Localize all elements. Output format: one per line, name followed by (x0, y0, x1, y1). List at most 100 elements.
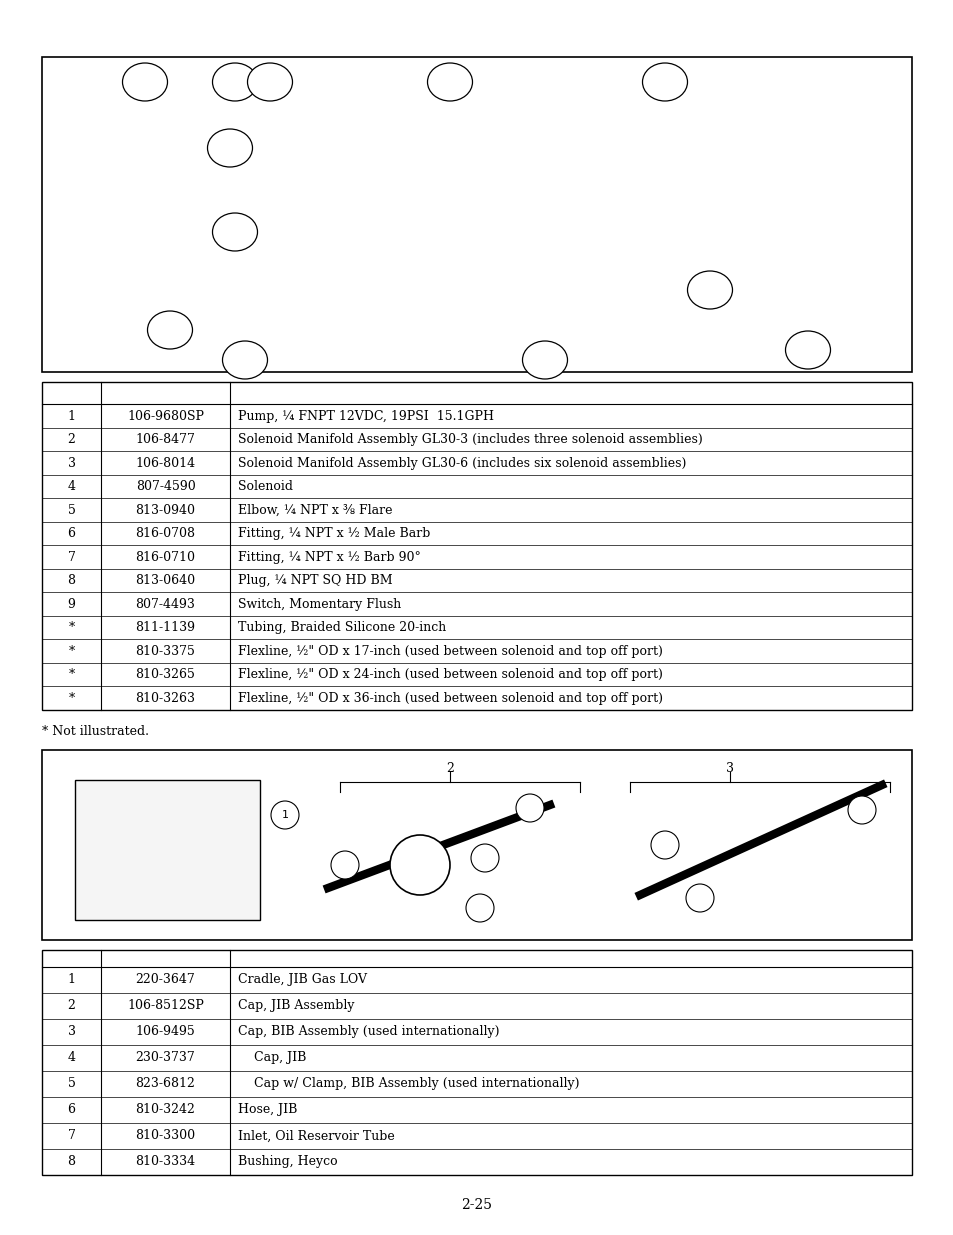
Text: Flexline, ½" OD x 17-inch (used between solenoid and top off port): Flexline, ½" OD x 17-inch (used between … (237, 645, 662, 658)
Text: 3: 3 (68, 1025, 75, 1039)
Circle shape (331, 851, 358, 879)
Text: 7: 7 (68, 551, 75, 563)
Text: 6: 6 (481, 853, 488, 863)
Text: Solenoid: Solenoid (237, 480, 293, 493)
Text: 106-8014: 106-8014 (135, 457, 195, 469)
Bar (42, 950, 911, 1174)
Text: 8: 8 (341, 860, 348, 869)
Text: 2: 2 (68, 433, 75, 446)
Text: Hose, JIB: Hose, JIB (237, 1103, 297, 1116)
Text: 6: 6 (68, 1103, 75, 1116)
Circle shape (516, 794, 543, 823)
Ellipse shape (784, 331, 830, 369)
Text: 807-4590: 807-4590 (135, 480, 195, 493)
Text: Solenoid Manifold Assembly GL30-6 (includes six solenoid assemblies): Solenoid Manifold Assembly GL30-6 (inclu… (237, 457, 685, 469)
Ellipse shape (522, 341, 567, 379)
Text: 9: 9 (68, 598, 75, 610)
Text: Pump, ¼ FNPT 12VDC, 19PSI  15.1GPH: Pump, ¼ FNPT 12VDC, 19PSI 15.1GPH (237, 410, 494, 422)
Ellipse shape (641, 63, 687, 101)
Ellipse shape (208, 128, 253, 167)
Text: Tubing, Braided Silicone 20-inch: Tubing, Braided Silicone 20-inch (237, 621, 446, 635)
Text: 1: 1 (68, 410, 75, 422)
Text: 3: 3 (725, 762, 733, 776)
Ellipse shape (687, 270, 732, 309)
Text: 4: 4 (68, 480, 75, 493)
Ellipse shape (122, 63, 168, 101)
Text: Cap, JIB Assembly: Cap, JIB Assembly (237, 999, 355, 1013)
Text: 810-3334: 810-3334 (135, 1156, 195, 1168)
Text: 807-4493: 807-4493 (135, 598, 195, 610)
Text: 5: 5 (68, 504, 75, 516)
Circle shape (685, 884, 713, 911)
Text: 810-3300: 810-3300 (135, 1130, 195, 1142)
Ellipse shape (222, 341, 267, 379)
Text: Flexline, ½" OD x 36-inch (used between solenoid and top off port): Flexline, ½" OD x 36-inch (used between … (237, 692, 662, 705)
Text: 106-8477: 106-8477 (135, 433, 195, 446)
Text: 6: 6 (68, 527, 75, 540)
Bar (42, 57, 911, 372)
Text: 1: 1 (281, 810, 288, 820)
Text: Elbow, ¼ NPT x ⅜ Flare: Elbow, ¼ NPT x ⅜ Flare (237, 504, 392, 516)
Text: 5: 5 (661, 840, 668, 850)
Circle shape (271, 802, 298, 829)
Text: Solenoid Manifold Assembly GL30-3 (includes three solenoid assemblies): Solenoid Manifold Assembly GL30-3 (inclu… (237, 433, 702, 446)
Text: *: * (69, 668, 74, 682)
Ellipse shape (213, 63, 257, 101)
Text: *: * (69, 692, 74, 705)
Text: 4: 4 (68, 1051, 75, 1065)
Text: 106-9680SP: 106-9680SP (127, 410, 204, 422)
Text: Bushing, Heyco: Bushing, Heyco (237, 1156, 337, 1168)
Text: 2: 2 (68, 999, 75, 1013)
Text: Cradle, JIB Gas LOV: Cradle, JIB Gas LOV (237, 973, 367, 987)
Text: 7: 7 (696, 893, 702, 903)
Text: 7: 7 (526, 803, 533, 813)
Text: 2: 2 (446, 762, 454, 776)
Text: Cap, JIB: Cap, JIB (237, 1051, 306, 1065)
Text: 813-0940: 813-0940 (135, 504, 195, 516)
Text: 810-3265: 810-3265 (135, 668, 195, 682)
Text: 7: 7 (68, 1130, 75, 1142)
Text: 823-6812: 823-6812 (135, 1077, 195, 1091)
Text: 8: 8 (68, 574, 75, 587)
Text: 8: 8 (68, 1156, 75, 1168)
Bar (42, 382, 911, 710)
Ellipse shape (213, 212, 257, 251)
Text: 3: 3 (68, 457, 75, 469)
Text: Cap w/ Clamp, BIB Assembly (used internationally): Cap w/ Clamp, BIB Assembly (used interna… (237, 1077, 578, 1091)
Text: 816-0710: 816-0710 (135, 551, 195, 563)
Circle shape (650, 831, 679, 860)
Circle shape (465, 894, 494, 923)
Text: 816-0708: 816-0708 (135, 527, 195, 540)
Text: 810-3375: 810-3375 (135, 645, 195, 658)
Text: 1: 1 (68, 973, 75, 987)
Bar (42, 750, 911, 940)
Text: 5: 5 (68, 1077, 75, 1091)
Circle shape (390, 835, 450, 895)
Text: Cap, BIB Assembly (used internationally): Cap, BIB Assembly (used internationally) (237, 1025, 499, 1039)
Circle shape (847, 797, 875, 824)
Ellipse shape (427, 63, 472, 101)
Text: 6: 6 (858, 805, 864, 815)
Text: Flexline, ½" OD x 24-inch (used between solenoid and top off port): Flexline, ½" OD x 24-inch (used between … (237, 668, 662, 682)
Text: 810-3242: 810-3242 (135, 1103, 195, 1116)
Text: *: * (69, 621, 74, 635)
Text: 810-3263: 810-3263 (135, 692, 195, 705)
FancyBboxPatch shape (75, 781, 260, 920)
Ellipse shape (148, 311, 193, 350)
Text: 220-3647: 220-3647 (135, 973, 195, 987)
Text: *: * (69, 645, 74, 658)
Text: Fitting, ¼ NPT x ½ Barb 90°: Fitting, ¼ NPT x ½ Barb 90° (237, 551, 420, 563)
Text: Fitting, ¼ NPT x ½ Male Barb: Fitting, ¼ NPT x ½ Male Barb (237, 527, 430, 540)
Text: 106-8512SP: 106-8512SP (127, 999, 204, 1013)
Text: Switch, Momentary Flush: Switch, Momentary Flush (237, 598, 401, 610)
Text: 811-1139: 811-1139 (135, 621, 195, 635)
Text: 106-9495: 106-9495 (135, 1025, 195, 1039)
Text: 2-25: 2-25 (461, 1198, 492, 1212)
Text: 230-3737: 230-3737 (135, 1051, 195, 1065)
Text: Inlet, Oil Reservoir Tube: Inlet, Oil Reservoir Tube (237, 1130, 395, 1142)
Text: 813-0640: 813-0640 (135, 574, 195, 587)
Text: 4: 4 (476, 903, 483, 913)
Text: Plug, ¼ NPT SQ HD BM: Plug, ¼ NPT SQ HD BM (237, 574, 392, 587)
Circle shape (471, 844, 498, 872)
Ellipse shape (247, 63, 293, 101)
